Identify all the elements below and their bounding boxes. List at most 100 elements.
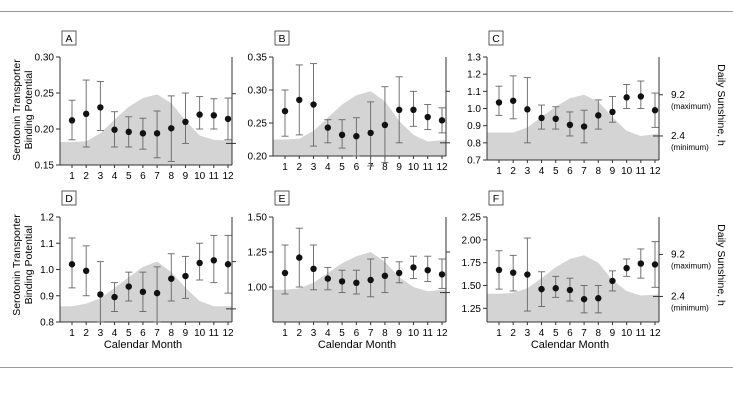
left-axis-title-top-line2: Binding Potential	[23, 71, 35, 150]
y-tick-label: 1.0	[40, 265, 54, 276]
y-tick-label: 0.20	[248, 152, 268, 163]
sunshine-max-note: (maximum)	[671, 261, 711, 270]
data-point	[367, 129, 374, 137]
data-point	[296, 254, 303, 261]
x-tick-label: 5	[339, 328, 345, 339]
data-point	[111, 126, 118, 133]
data-point	[210, 112, 218, 119]
x-tick-label: 6	[567, 166, 573, 177]
panel-c: 0.70.80.91.01.11.21.31 2 3 4 5 6 7 8 9 10 11 129.2(…	[467, 30, 711, 177]
data-point	[381, 121, 389, 129]
x-tick-label: 4	[539, 166, 545, 177]
x-tick-label: 12	[649, 328, 661, 339]
x-tick-label: 10	[408, 328, 420, 339]
panel-letter: D	[65, 193, 73, 205]
data-point	[196, 111, 203, 118]
data-point	[566, 286, 574, 294]
x-tick-label: 3	[98, 171, 104, 182]
y-tick-label: 2.25	[462, 213, 482, 224]
y-tick-label: 1.0	[467, 104, 481, 115]
data-point	[538, 285, 545, 293]
right-axis-title-bottom: Daily Sunshine, h	[715, 224, 727, 306]
bottom-rule	[0, 367, 733, 368]
data-point	[310, 101, 317, 108]
data-point	[68, 117, 76, 124]
x-tick-label: 6	[140, 171, 146, 182]
x-tick-label: 7	[154, 328, 160, 339]
data-point	[623, 94, 630, 101]
data-point	[281, 107, 289, 115]
x-tick-label: 3	[311, 162, 317, 173]
x-tick-label: 1	[496, 328, 502, 339]
data-point	[97, 291, 104, 298]
panel-letter-box	[61, 190, 77, 206]
x-tick-label: 4	[539, 328, 545, 339]
y-tick-label: 1.1	[467, 87, 481, 98]
x-tick-label: 10	[408, 162, 420, 173]
x-tick-label: 3	[525, 328, 531, 339]
x-tick-label: 9	[396, 162, 402, 173]
data-point	[196, 259, 203, 267]
x-tick-label: 3	[98, 328, 104, 339]
x-axis-title-left: Calendar Month	[104, 339, 182, 351]
y-tick-label: 0.9	[467, 121, 481, 132]
data-point	[281, 269, 289, 277]
x-tick-label: 1	[69, 328, 75, 339]
data-point	[353, 133, 360, 140]
left-axis-title-top-line1: Serotonin Transporter	[11, 59, 23, 161]
data-point	[424, 113, 431, 121]
data-point	[97, 104, 104, 111]
x-tick-label: 6	[354, 162, 360, 173]
y-tick-label: 1.3	[467, 53, 481, 64]
right-axis-title-top: Daily Sunshine, h	[715, 64, 727, 146]
sunshine-min-label: 2.4	[671, 131, 685, 142]
data-point	[580, 295, 588, 303]
x-tick-label: 11	[209, 328, 220, 339]
data-point	[125, 128, 132, 136]
data-point	[82, 110, 90, 118]
data-point	[324, 124, 332, 131]
panel-letter-box	[488, 30, 504, 46]
x-tick-label: 5	[126, 171, 132, 182]
data-point	[182, 118, 189, 126]
y-tick-label: 2.00	[462, 235, 482, 246]
x-tick-label: 10	[621, 328, 633, 339]
x-tick-label: 8	[168, 171, 174, 182]
sunshine-area	[60, 94, 232, 165]
x-tick-label: 4	[325, 162, 331, 173]
data-point	[296, 96, 303, 104]
x-tick-label: 5	[339, 162, 345, 173]
y-tick-label: 1.75	[462, 258, 482, 269]
x-tick-label: 7	[368, 328, 374, 339]
panel-letter: F	[493, 193, 499, 205]
x-tick-label: 1	[69, 171, 75, 182]
panel-letter: E	[278, 193, 285, 205]
x-tick-label: 11	[636, 166, 647, 177]
data-point	[125, 283, 132, 290]
x-tick-label: 10	[621, 166, 633, 177]
panels: 0.150.200.250.301 2 3 4 5 6 7 8 9 10 11 12A0.200.25…	[35, 30, 711, 339]
x-tick-label: 12	[222, 171, 234, 182]
data-point	[623, 264, 630, 272]
data-point	[395, 269, 403, 277]
sunshine-min-note: (minimum)	[671, 143, 709, 152]
x-axis-title-middle: Calendar Month	[318, 339, 396, 351]
data-point	[552, 285, 559, 292]
panel-d: 0.80.91.01.11.21 2 3 4 5 6 7 8 9 10 11 12D	[40, 190, 236, 339]
data-point	[637, 93, 645, 100]
x-tick-label: 9	[396, 328, 402, 339]
x-tick-label: 12	[436, 328, 448, 339]
x-tick-label: 2	[296, 162, 302, 173]
x-tick-label: 5	[126, 328, 132, 339]
y-tick-label: 1.25	[462, 304, 482, 315]
y-tick-label: 0.8	[467, 138, 481, 149]
y-tick-label: 1.2	[40, 213, 54, 224]
y-tick-label: 0.25	[248, 119, 268, 130]
sunshine-max-label: 9.2	[671, 90, 685, 101]
data-point	[651, 107, 659, 114]
data-point	[139, 288, 147, 296]
y-tick-label: 1.1	[40, 239, 54, 250]
data-point	[538, 114, 545, 122]
x-tick-label: 11	[423, 162, 434, 173]
